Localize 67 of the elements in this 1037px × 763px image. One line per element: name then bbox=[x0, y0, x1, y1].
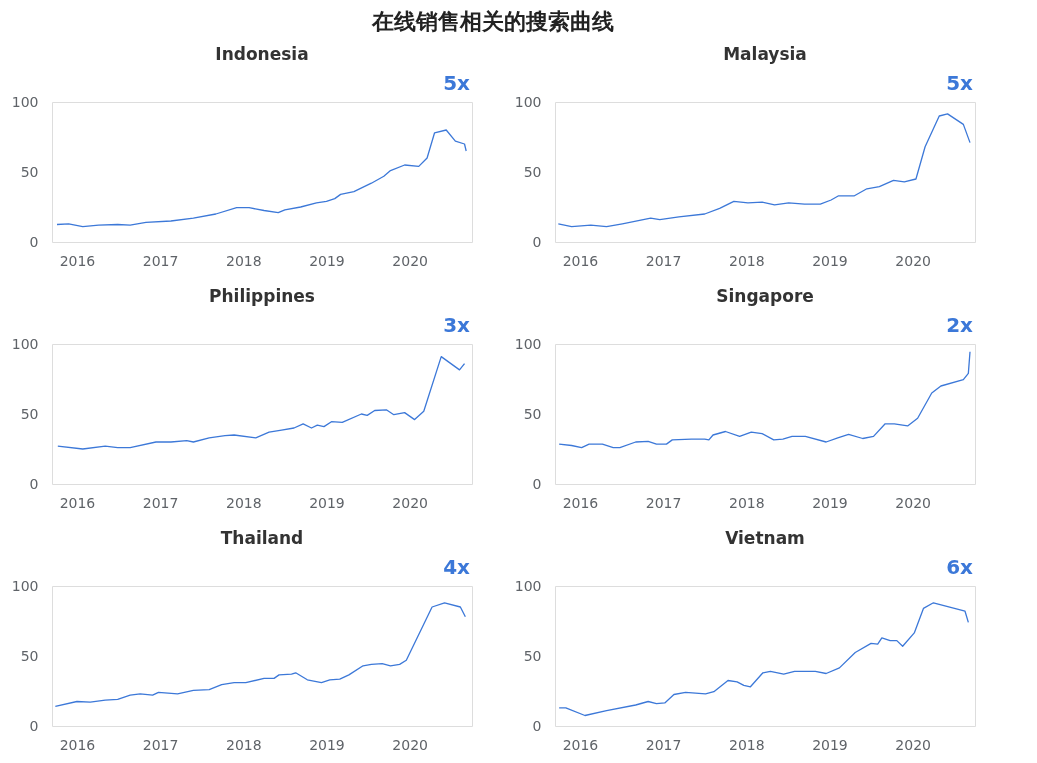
line-series bbox=[558, 351, 971, 449]
y-tick-label: 100 bbox=[514, 93, 542, 110]
x-tick-label: 2020 bbox=[895, 494, 931, 511]
y-tick-label: 0 bbox=[29, 717, 39, 734]
line-series bbox=[57, 355, 466, 450]
text: 在线销售相关的搜索曲线 bbox=[371, 8, 615, 34]
x-tick-label: 2016 bbox=[59, 736, 96, 753]
y-tick-label: 50 bbox=[523, 647, 542, 664]
x-tick-label: 2019 bbox=[309, 494, 345, 511]
x-tick-label: 2018 bbox=[225, 494, 262, 511]
x-tick-label: 2019 bbox=[812, 252, 848, 269]
x-tick-label: 2020 bbox=[392, 736, 428, 753]
y-tick-label: 100 bbox=[514, 577, 542, 594]
y-tick-label: 100 bbox=[11, 335, 39, 352]
y-tick-label: 50 bbox=[20, 405, 39, 422]
y-tick-label: 100 bbox=[514, 335, 542, 352]
y-tick-label: 50 bbox=[20, 163, 39, 180]
x-tick-label: 2016 bbox=[59, 494, 96, 511]
x-tick-label: 2019 bbox=[309, 736, 345, 753]
x-tick-label: 2016 bbox=[59, 252, 96, 269]
line-series bbox=[557, 113, 971, 228]
x-tick-label: 2016 bbox=[562, 252, 599, 269]
x-tick-label: 2020 bbox=[392, 494, 428, 511]
y-tick-label: 0 bbox=[29, 233, 39, 250]
text: 2x bbox=[946, 313, 974, 337]
y-tick-label: 0 bbox=[532, 475, 542, 492]
x-tick-label: 2018 bbox=[728, 252, 765, 269]
x-tick-label: 2018 bbox=[225, 736, 262, 753]
x-tick-label: 2017 bbox=[645, 252, 682, 269]
y-tick-label: 50 bbox=[20, 647, 39, 664]
x-tick-label: 2018 bbox=[225, 252, 262, 269]
x-tick-label: 2018 bbox=[728, 494, 765, 511]
x-tick-label: 2017 bbox=[142, 736, 179, 753]
text: 3x bbox=[443, 313, 471, 337]
chart-title: Indonesia bbox=[215, 44, 309, 64]
x-tick-label: 2017 bbox=[645, 736, 682, 753]
x-tick-label: 2019 bbox=[812, 736, 848, 753]
x-tick-label: 2017 bbox=[142, 494, 179, 511]
x-tick-label: 2020 bbox=[392, 252, 428, 269]
line-series bbox=[54, 602, 466, 708]
chart-title: Thailand bbox=[220, 528, 304, 548]
x-tick-label: 2017 bbox=[645, 494, 682, 511]
y-tick-label: 100 bbox=[11, 93, 39, 110]
chart-title: Philippines bbox=[209, 286, 315, 306]
text: 4x bbox=[443, 555, 471, 579]
chart-title: Singapore bbox=[716, 286, 814, 306]
line-series bbox=[56, 129, 467, 228]
text: 6x bbox=[946, 555, 974, 579]
x-tick-label: 2019 bbox=[812, 494, 848, 511]
text: 5x bbox=[443, 71, 471, 95]
x-tick-label: 2017 bbox=[142, 252, 179, 269]
y-tick-label: 100 bbox=[11, 577, 39, 594]
x-tick-label: 2020 bbox=[895, 736, 931, 753]
y-tick-label: 0 bbox=[532, 233, 542, 250]
x-tick-label: 2016 bbox=[562, 494, 599, 511]
text: 5x bbox=[946, 71, 974, 95]
x-tick-label: 2016 bbox=[562, 736, 599, 753]
chart-title: Malaysia bbox=[723, 44, 807, 64]
chart-title: Vietnam bbox=[725, 528, 805, 548]
y-tick-label: 50 bbox=[523, 163, 542, 180]
y-tick-label: 50 bbox=[523, 405, 542, 422]
x-tick-label: 2020 bbox=[895, 252, 931, 269]
y-tick-label: 0 bbox=[532, 717, 542, 734]
y-tick-label: 0 bbox=[29, 475, 39, 492]
line-series bbox=[558, 602, 969, 717]
x-tick-label: 2018 bbox=[728, 736, 765, 753]
x-tick-label: 2019 bbox=[309, 252, 345, 269]
